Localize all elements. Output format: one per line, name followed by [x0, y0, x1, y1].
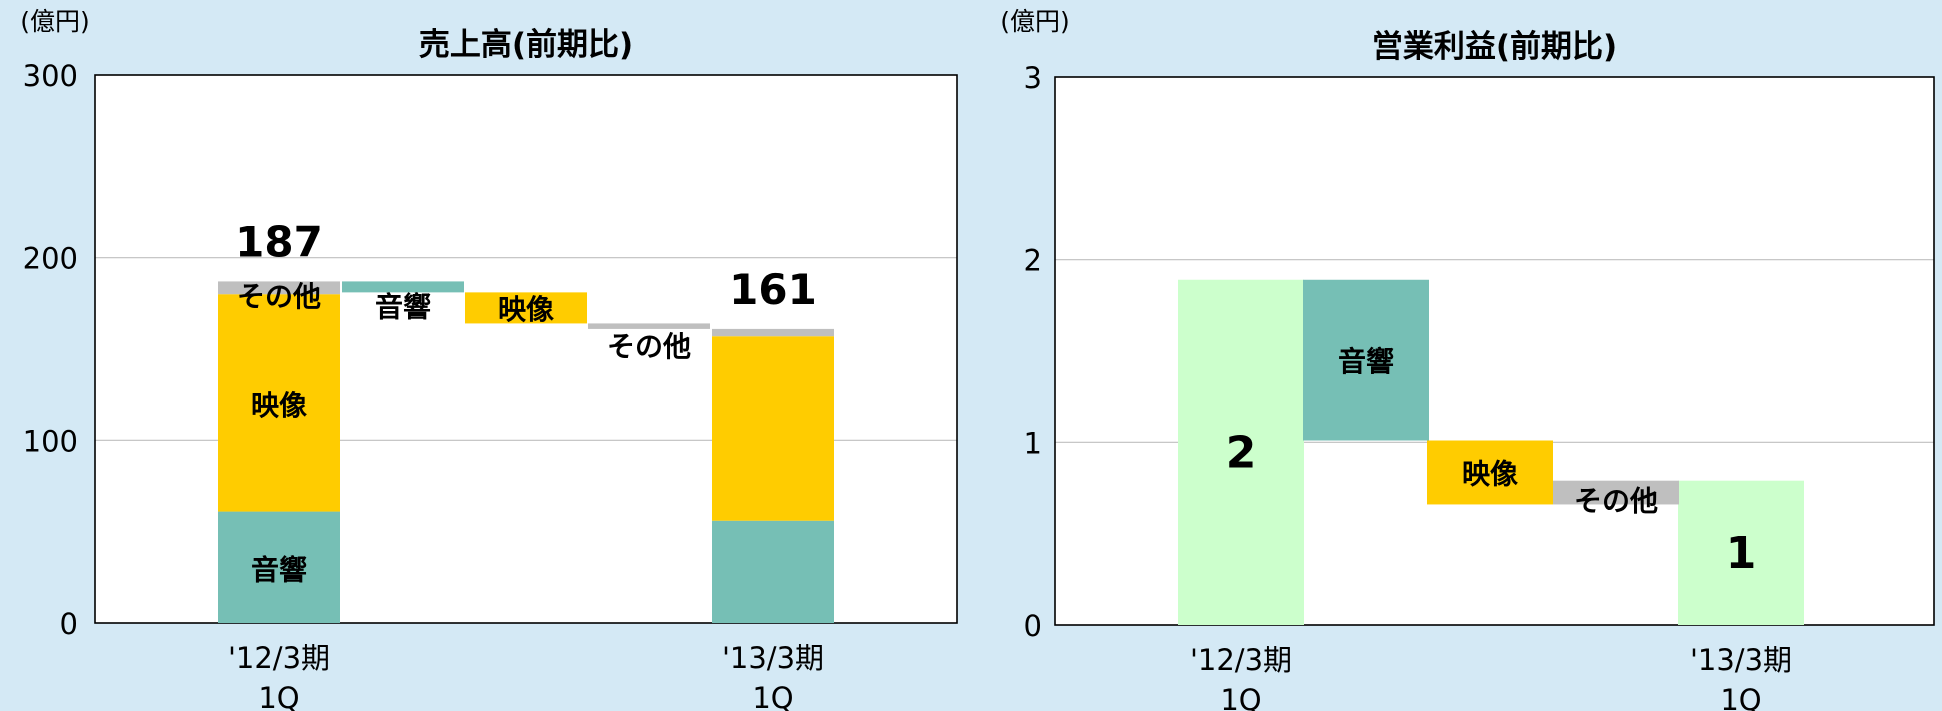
y-tick-label: 100 [23, 424, 78, 458]
change-bar [1427, 440, 1553, 505]
x-category-label: '12/3期 [1190, 643, 1292, 677]
change-label: その他 [1574, 484, 1658, 517]
x-category-label: 1Q [1220, 683, 1261, 711]
total-label: 187 [235, 217, 323, 266]
chart-title: 売上高(前期比) [419, 27, 633, 63]
unit-label: (億円) [1000, 7, 1070, 36]
total-bar [1678, 480, 1804, 625]
total-label: 1 [1726, 528, 1757, 579]
change-label: 音響 [1338, 345, 1394, 378]
y-tick-label: 300 [23, 59, 78, 93]
y-tick-label: 0 [1024, 609, 1042, 643]
x-category-label: '12/3期 [228, 641, 330, 675]
bar-segment-end [712, 336, 834, 521]
plot-border [1054, 76, 1935, 626]
change-bar [465, 292, 587, 324]
y-tick-label: 3 [1024, 61, 1042, 95]
total-label: 161 [729, 265, 817, 314]
chart-sales: 0 100 200 300 (億円) 売上高(前期比) '12/3期 1Q '13/3期 1Q 18… [20, 7, 958, 711]
segment-label: 映像 [251, 389, 308, 422]
bar-segment-end [712, 328, 834, 337]
change-bar [342, 281, 464, 293]
change-label: 映像 [1462, 457, 1519, 490]
segment-label: 音響 [251, 553, 307, 586]
bar-segment-end [712, 520, 834, 623]
chart-title: 営業利益(前期比) [1372, 29, 1617, 65]
total-label: 2 [1226, 427, 1257, 478]
y-tick-label: 2 [1024, 244, 1042, 278]
y-tick-label: 0 [60, 607, 78, 641]
x-category-label: 1Q [752, 681, 793, 711]
change-label: 音響 [375, 290, 431, 323]
change-bar [588, 323, 710, 329]
bar-segment-start [218, 294, 340, 512]
x-category-label: 1Q [258, 681, 299, 711]
x-category-label: '13/3期 [722, 641, 824, 675]
change-bar [1303, 279, 1429, 441]
change-label: 映像 [498, 293, 555, 326]
bar-segment-start [218, 511, 340, 623]
segment-label: その他 [237, 280, 321, 313]
plot-border [94, 74, 958, 624]
change-label: その他 [607, 330, 691, 363]
chart-operating-income: 0 1 2 3 (億円) 営業利益(前期比) '12/3期 1Q '13/3期 1Q 2 1 音響映像そ… [1000, 7, 1935, 711]
unit-label: (億円) [20, 7, 90, 36]
y-tick-label: 200 [23, 242, 78, 276]
y-tick-label: 1 [1024, 426, 1042, 460]
x-category-label: '13/3期 [1690, 643, 1792, 677]
x-category-label: 1Q [1720, 683, 1761, 711]
bar-segment-start [218, 281, 340, 295]
total-bar [1178, 279, 1304, 625]
change-bar [1553, 480, 1679, 505]
